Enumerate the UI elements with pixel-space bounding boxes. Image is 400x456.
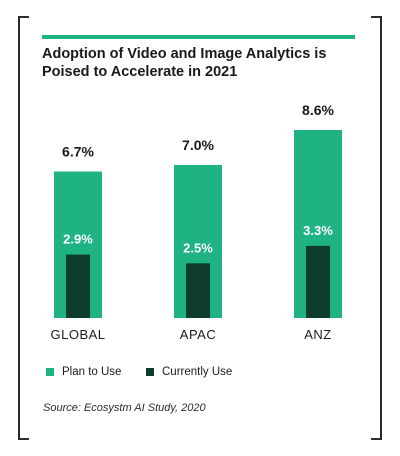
right-bracket (371, 16, 382, 440)
bar-current-global (66, 254, 90, 318)
label-plan-global: 6.7% (62, 144, 94, 160)
label-current-global: 2.9% (63, 232, 93, 247)
x-tick-anz: ANZ (304, 327, 332, 342)
title-accent-rule (42, 35, 355, 39)
legend-swatch-current (146, 368, 154, 376)
label-current-apac: 2.5% (183, 240, 213, 255)
label-current-anz: 3.3% (303, 223, 333, 238)
bar-current-anz (306, 245, 330, 318)
label-plan-anz: 8.6% (302, 102, 334, 118)
left-bracket (18, 16, 29, 440)
legend-item-plan: Plan to Use (46, 366, 121, 378)
legend-label-plan: Plan to Use (62, 366, 122, 378)
source-note: Source: Ecosystm AI Study, 2020 (43, 402, 206, 414)
label-plan-apac: 7.0% (182, 137, 214, 153)
chart-title: Adoption of Video and Image Analytics is… (42, 46, 327, 80)
x-tick-apac: APAC (180, 327, 216, 342)
x-tick-global: GLOBAL (50, 327, 105, 342)
bar-current-apac (186, 263, 210, 318)
legend-item-current: Currently Use (146, 366, 232, 378)
legend-label-current: Currently Use (162, 366, 233, 378)
legend-swatch-plan (46, 368, 54, 376)
